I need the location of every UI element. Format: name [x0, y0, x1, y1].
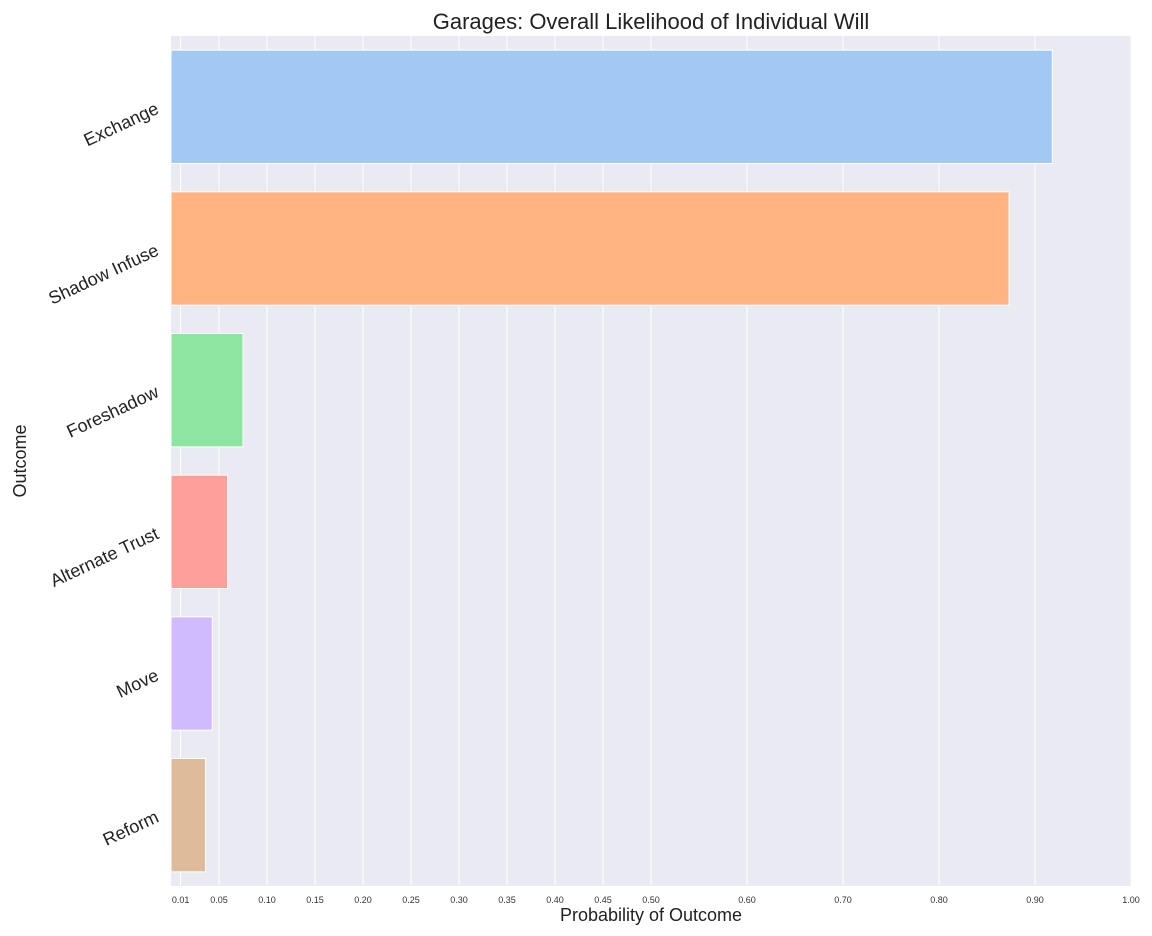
x-tick-label: 0.40 [546, 895, 564, 905]
bars [170, 49, 1053, 873]
x-tick-label: 0.35 [498, 895, 516, 905]
x-tick-label: 0.60 [738, 895, 756, 905]
x-tick-label: 1.00 [1122, 895, 1140, 905]
x-tick-label: 0.70 [834, 895, 852, 905]
bar-move [170, 616, 213, 731]
x-tick-label: 0.45 [594, 895, 612, 905]
bar-shadow-infuse [170, 191, 1010, 306]
x-tick-label: 0.01 [172, 895, 190, 905]
y-category-label: Alternate Trust [47, 523, 162, 591]
x-tick-label: 0.50 [642, 895, 660, 905]
bar-reform [170, 758, 207, 873]
y-category-label: Foreshadow [63, 381, 162, 441]
y-category-label: Reform [100, 807, 162, 850]
x-tick-labels: 0.01 0.05 0.10 0.15 0.20 0.25 0.30 0.35 0.40 0.45… [172, 895, 1140, 905]
chart-title: Garages: Overall Likelihood of Individua… [433, 9, 870, 34]
bar-alternate-trust [170, 474, 229, 589]
bar-foreshadow [170, 333, 244, 448]
x-tick-label: 0.90 [1026, 895, 1044, 905]
bar-exchange [170, 49, 1053, 165]
x-axis-label: Probability of Outcome [560, 905, 742, 925]
x-tick-label: 0.05 [210, 895, 228, 905]
y-category-labels: Exchange Shadow Infuse Foreshadow Alternate… [45, 98, 162, 849]
x-tick-label: 0.10 [258, 895, 276, 905]
grid-lines [180, 36, 1132, 886]
y-category-label: Exchange [81, 98, 162, 150]
y-category-label: Move [113, 665, 161, 702]
y-axis-label: Outcome [10, 424, 30, 497]
x-tick-label: 0.80 [930, 895, 948, 905]
x-tick-label: 0.25 [402, 895, 420, 905]
x-tick-label: 0.30 [450, 895, 468, 905]
x-tick-label: 0.15 [306, 895, 324, 905]
x-tick-label: 0.20 [354, 895, 372, 905]
y-category-label: Shadow Infuse [45, 240, 161, 308]
